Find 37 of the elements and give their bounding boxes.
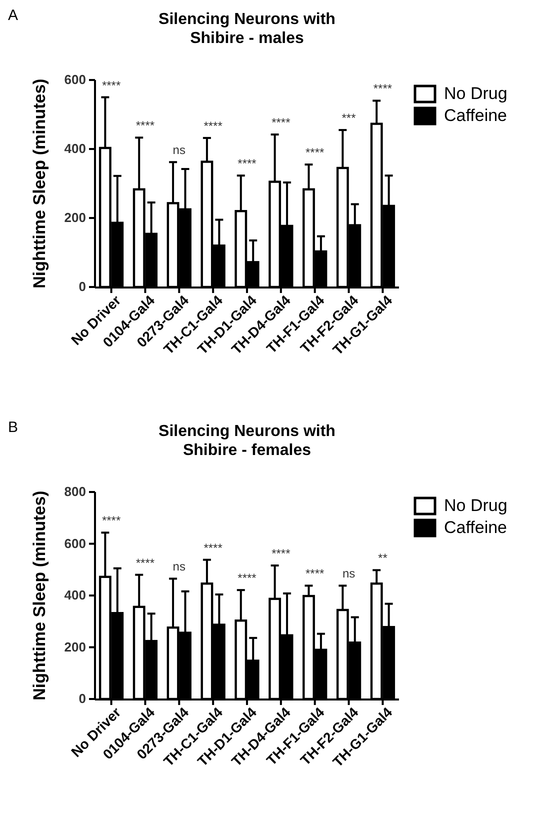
annotation: ****	[136, 118, 155, 133]
annotation: ****	[102, 514, 121, 528]
chart-title: Silencing Neurons with Shibire - males	[158, 11, 336, 48]
legend-label: No Drug	[444, 496, 508, 515]
y-tick-label: 0	[78, 691, 86, 706]
y-tick-label: 400	[64, 588, 86, 603]
y-tick-label: 400	[64, 141, 86, 156]
annotation: ns	[172, 560, 186, 574]
annotation: ****	[204, 118, 223, 133]
annotation: ****	[238, 571, 257, 586]
annotation: ****	[102, 78, 121, 92]
chart-title: Silencing Neurons with Shibire - females	[158, 423, 336, 460]
annotation: ****	[238, 156, 257, 171]
text: B	[8, 419, 18, 436]
annotation: ns	[342, 566, 356, 581]
y-tick-label: 200	[64, 210, 86, 226]
y-tick-label: 600	[64, 536, 86, 551]
annotation: ****	[306, 146, 325, 160]
annotation: ****	[306, 566, 325, 581]
annotation: ns	[172, 143, 186, 158]
y-axis-title: Nighttime Sleep (minutes)	[30, 78, 49, 288]
legend-label: Caffeine	[444, 518, 508, 537]
y-tick-label: 600	[64, 72, 86, 88]
y-tick-label: 800	[64, 484, 86, 500]
legend-label: No Drug	[444, 84, 508, 103]
annotation: ****	[272, 546, 291, 560]
annotation: **	[378, 551, 388, 566]
y-axis-title: Nighttime Sleep (minutes)	[30, 490, 49, 700]
y-tick-label: 0	[78, 279, 86, 294]
legend-label: Caffeine	[444, 106, 508, 125]
annotation: ***	[342, 111, 356, 126]
y-tick-label: 200	[64, 639, 86, 654]
text: A	[8, 7, 18, 24]
annotation: ****	[373, 82, 392, 96]
annotation: ****	[204, 540, 223, 555]
annotation: ****	[272, 116, 291, 130]
annotation: ****	[136, 556, 155, 570]
